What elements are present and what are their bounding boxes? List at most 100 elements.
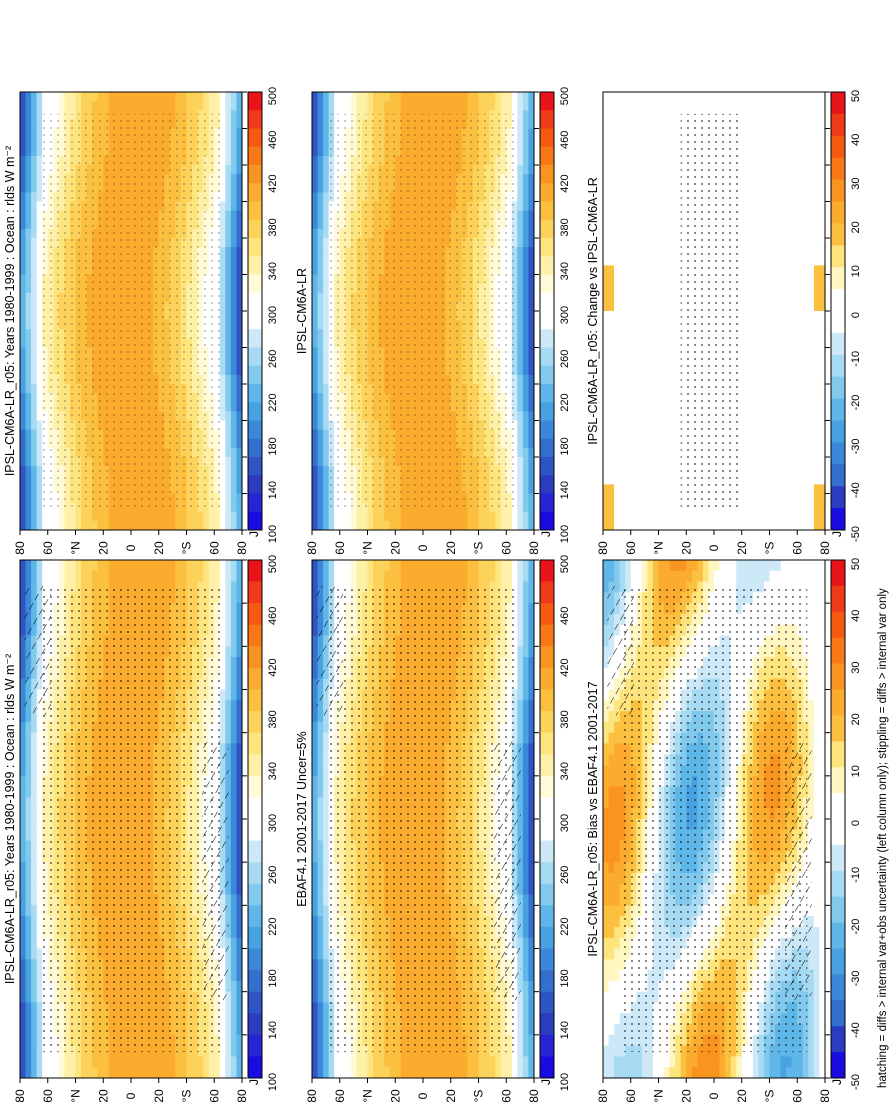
heatmap-cell: [225, 265, 232, 275]
heatmap-cell: [236, 283, 243, 294]
heatmap-cell: [20, 520, 26, 531]
heatmap-cell: [20, 338, 26, 348]
heatmap-cell: [323, 851, 330, 863]
heatmap-cell: [158, 1067, 165, 1079]
heatmap-cell: [378, 560, 385, 572]
heatmap-cell: [108, 560, 115, 572]
heatmap-cell: [219, 560, 226, 572]
heatmap-cell: [147, 520, 154, 531]
heatmap-cell: [142, 560, 149, 572]
heatmap-cell: [20, 980, 26, 993]
heatmap-cell: [367, 1056, 374, 1068]
heatmap-cell: [97, 92, 104, 102]
heatmap-cell: [31, 926, 38, 939]
lat-tick-label: 60: [207, 1089, 221, 1102]
heatmap-cell: [230, 101, 237, 111]
heatmap-cell: [25, 872, 32, 885]
heatmap-cell: [31, 329, 38, 339]
heatmap-cell: [31, 765, 38, 777]
heatmap-cell: [31, 155, 38, 166]
heatmap-cell: [31, 101, 38, 111]
heatmap-cell: [225, 1002, 232, 1014]
heatmap-cell: [31, 754, 38, 766]
heatmap-cell: [20, 137, 26, 148]
heatmap-cell: [25, 210, 32, 221]
heatmap-cell: [25, 570, 32, 582]
lat-tick-label: 80: [13, 1089, 27, 1102]
heatmap-cell: [317, 1067, 324, 1079]
heatmap-cell: [20, 447, 26, 458]
heatmap-cell: [119, 520, 126, 531]
panel-title: IPSL-CM6A-LR_r05: Years 1980-1999 : Ocea…: [3, 146, 17, 476]
heatmap-cell: [317, 1045, 324, 1057]
heatmap-cell: [20, 228, 26, 239]
heatmap-cell: [317, 754, 324, 766]
heatmap-cell: [230, 570, 237, 582]
heatmap-cell: [361, 570, 368, 582]
heatmap-cell: [64, 560, 71, 572]
heatmap-cell: [153, 1056, 160, 1068]
heatmap-cell: [230, 926, 237, 939]
heatmap-cell: [20, 754, 26, 766]
heatmap-cell: [20, 155, 26, 166]
heatmap-cell: [230, 592, 237, 604]
heatmap-cell: [236, 581, 243, 593]
heatmap-cell: [236, 613, 243, 626]
heatmap-cell: [334, 560, 341, 572]
heatmap-cell: [434, 560, 441, 572]
heatmap-cell: [20, 165, 26, 175]
heatmap-cell: [108, 101, 115, 111]
heatmap-cell: [153, 92, 160, 102]
heatmap-cell: [169, 92, 176, 102]
heatmap-cell: [192, 1067, 198, 1079]
heatmap-cell: [323, 948, 330, 960]
lat-tick-label: 60: [41, 1089, 55, 1102]
heatmap-cell: [225, 320, 232, 330]
heatmap-cell: [230, 210, 237, 221]
heatmap-cell: [20, 119, 26, 129]
heatmap-cell: [236, 862, 243, 874]
heatmap-cell: [230, 851, 237, 863]
heatmap-cell: [208, 1056, 215, 1068]
heatmap-cell: [25, 980, 32, 993]
heatmap-cell: [230, 329, 237, 339]
heatmap-cell: [236, 754, 243, 766]
heatmap-cell: [312, 646, 318, 658]
heatmap-cell: [230, 1056, 237, 1068]
heatmap-cell: [225, 667, 232, 680]
heatmap-cell: [131, 1056, 137, 1068]
heatmap-cell: [236, 959, 243, 971]
heatmap-cell: [175, 570, 182, 582]
heatmap-cell: [20, 862, 26, 874]
heatmap-cell: [428, 570, 435, 582]
heatmap-cell: [230, 743, 237, 755]
heatmap-cell: [203, 520, 210, 531]
heatmap-cell: [312, 937, 318, 949]
lat-tick-label: 80: [235, 1089, 249, 1102]
heatmap-cell: [236, 274, 243, 285]
heatmap-cell: [25, 493, 32, 504]
heatmap-cell: [25, 183, 32, 193]
heatmap-cell: [225, 420, 232, 431]
heatmap-cell: [328, 560, 335, 572]
heatmap-cell: [312, 678, 318, 690]
heatmap-cell: [384, 560, 391, 572]
heatmap-cell: [323, 797, 330, 809]
heatmap-cell: [230, 192, 237, 202]
heatmap-cell: [75, 1056, 82, 1068]
heatmap-cell: [312, 1056, 318, 1068]
lat-tick-label: 20: [152, 1089, 166, 1102]
heatmap-cell: [230, 754, 237, 766]
heatmap-cell: [20, 905, 26, 917]
heatmap-cell: [230, 520, 237, 531]
heatmap-cell: [25, 1067, 32, 1079]
heatmap-cell: [31, 320, 38, 330]
heatmap-cell: [236, 905, 243, 917]
heatmap-cell: [323, 1002, 330, 1014]
heatmap-cell: [164, 520, 171, 531]
heatmap-cell: [119, 92, 126, 102]
heatmap-cell: [158, 570, 165, 582]
heatmap-cell: [317, 743, 324, 755]
heatmap-cell: [20, 384, 26, 394]
heatmap-cell: [31, 711, 38, 723]
